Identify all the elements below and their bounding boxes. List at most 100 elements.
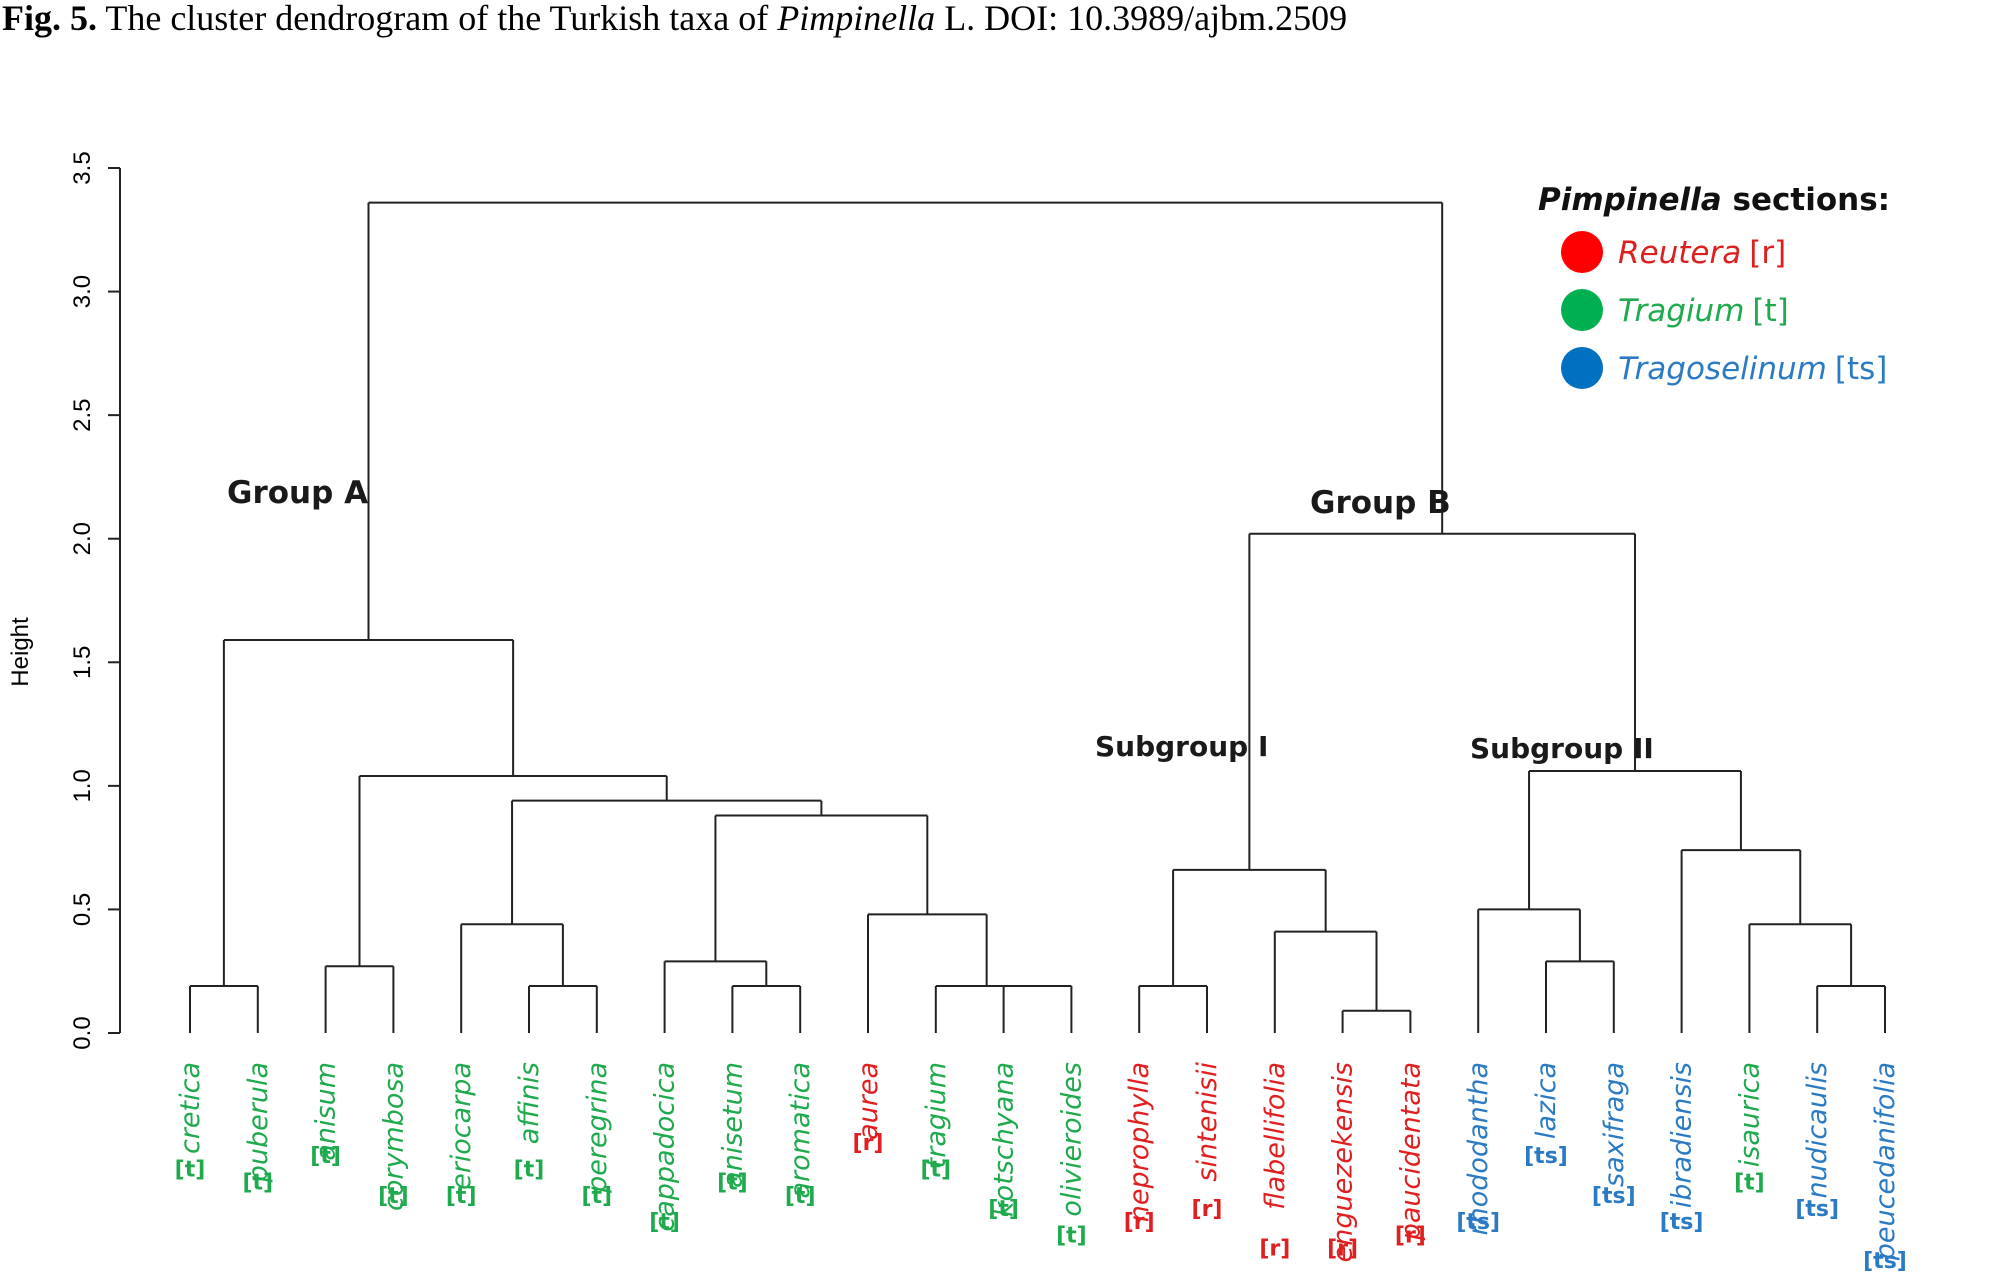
legend-name: Tragoselinum	[1618, 351, 1827, 387]
leaf-code: [t]	[581, 1184, 612, 1209]
leaf-rhododantha: rhododantha[ts]	[1456, 1062, 1500, 1235]
leaf-code: [ts]	[1660, 1210, 1704, 1235]
leaf-code: [r]	[1124, 1210, 1155, 1235]
legend-swatch	[1561, 347, 1603, 389]
height-axis: 0.0 0.5 1.0 1.5 2.0 2.5 3.0 3.5	[69, 151, 121, 1050]
leaf-code: [t]	[378, 1184, 409, 1209]
leaf-name: enguezekensis	[1328, 1062, 1359, 1262]
leaf-aromatica: aromatica[t]	[785, 1062, 816, 1209]
leaf-name: anisum	[311, 1062, 342, 1161]
leaf-code: [r]	[1327, 1237, 1358, 1262]
leaf-code: [ts]	[1795, 1197, 1839, 1222]
axis-tick-label: 0.0	[69, 1016, 96, 1049]
leaf-paucidentata: paucidentata[r]	[1395, 1062, 1426, 1248]
leaf-code: [r]	[1259, 1237, 1290, 1262]
caption-text-after: L. DOI: 10.3989/ajbm.2509	[935, 0, 1347, 38]
leaf-code: [t]	[649, 1210, 680, 1235]
legend-swatch	[1561, 289, 1603, 331]
leaf-name: aromatica	[785, 1062, 816, 1199]
group-b-label: Group B	[1310, 485, 1451, 521]
leaf-name: tragium	[921, 1062, 952, 1168]
leaf-peregrina: peregrina[t]	[581, 1062, 612, 1209]
legend-title: Pimpinella sections:	[1538, 182, 1890, 218]
leaf-olivieroides: olivieroides [t]	[1056, 1062, 1087, 1248]
leaf-name: neprophylla	[1124, 1062, 1155, 1222]
leaf-name: ibradiensis	[1667, 1062, 1698, 1208]
leaf-puberula: puberula[t]	[242, 1062, 273, 1196]
subgroup-2-label: Subgroup II	[1470, 732, 1654, 765]
leaf-name: cappadocica	[650, 1062, 681, 1232]
legend-code: [ts]	[1835, 351, 1888, 387]
leaf-name: corymbosa	[378, 1062, 409, 1211]
leaf-kotschyana: kotschyana[t]	[988, 1062, 1019, 1222]
axis-title: Height	[7, 617, 34, 687]
leaf-code: [t]	[175, 1157, 206, 1182]
legend-name: Tragium	[1618, 293, 1744, 329]
leaf-name: puberula	[243, 1062, 274, 1183]
leaf-name: eriocarpa	[446, 1062, 477, 1190]
leaf-cappadocica: cappadocica[t]	[649, 1062, 680, 1235]
legend-text: Reutera [r]	[1618, 235, 1786, 271]
leaf-code: [t]	[310, 1144, 341, 1169]
leaf-enguezekensis: enguezekensis[r]	[1327, 1062, 1358, 1262]
legend-code: [t]	[1752, 293, 1788, 329]
leaf-sintenisii: sintenisii [r]	[1192, 1062, 1223, 1222]
axis-tick-label: 1.0	[69, 769, 96, 802]
leaf-code: [t]	[1056, 1223, 1087, 1248]
leaf-eriocarpa: eriocarpa[t]	[446, 1062, 477, 1209]
leaf-code: [t]	[446, 1184, 477, 1209]
leaf-code: [t]	[1734, 1171, 1765, 1196]
leaf-affinis: affinis [t]	[514, 1062, 545, 1182]
legend-item-tragium: Tragium [t]	[1561, 289, 1789, 331]
leaf-nudicaulis: nudicaulis[ts]	[1795, 1062, 1839, 1222]
leaf-name: rhododantha	[1463, 1062, 1494, 1235]
legend-name: Reutera	[1618, 235, 1741, 271]
axis-tick-label: 1.5	[69, 646, 96, 679]
leaf-name: nudicaulis	[1802, 1062, 1833, 1198]
leaf-code: [ts]	[1592, 1184, 1636, 1209]
leaf-name: flabellifolia	[1260, 1062, 1291, 1210]
leaf-corymbosa: corymbosa[t]	[378, 1062, 409, 1211]
leaf-code: [t]	[514, 1157, 545, 1182]
leaf-name: aurea	[853, 1062, 884, 1140]
leaf-name: cretica	[175, 1062, 206, 1154]
leaf-code: [t]	[920, 1157, 951, 1182]
leaf-name: peucedanifolia	[1870, 1062, 1901, 1261]
leaf-anisetum: anisetum[t]	[717, 1062, 748, 1196]
leaf-name: sintenisii	[1192, 1062, 1223, 1182]
leaf-labels: cretica[t] puberula[t]anisum[t] corymbosa[…	[175, 1062, 1907, 1274]
figure-caption: Fig. 5. The cluster dendrogram of the Tu…	[2, 0, 1347, 38]
axis-tick-label: 0.5	[69, 893, 96, 926]
leaf-code: [r]	[853, 1131, 884, 1156]
legend: Pimpinella sections: Reutera [r]Tragium [t…	[1538, 182, 1890, 389]
axis-tick-label: 2.5	[69, 398, 96, 431]
legend-items: Reutera [r]Tragium [t]Tragoselinum [ts]	[1561, 231, 1887, 389]
leaf-aurea: aurea[r]	[853, 1062, 884, 1156]
leaf-name: anisetum	[717, 1062, 748, 1188]
legend-swatch	[1561, 231, 1603, 273]
leaf-code: [t]	[988, 1197, 1019, 1222]
legend-code: [r]	[1749, 235, 1786, 271]
leaf-isaurica: isaurica [t]	[1734, 1062, 1765, 1196]
leaf-peucedanifolia: peucedanifolia[ts]	[1863, 1062, 1907, 1274]
leaf-cretica: cretica [t]	[175, 1062, 206, 1182]
leaf-name: peregrina	[582, 1062, 613, 1194]
caption-label: Fig. 5.	[2, 0, 97, 38]
subgroup-1-label: Subgroup I	[1095, 730, 1268, 763]
leaf-name: saxifraga	[1599, 1062, 1630, 1187]
leaf-name: paucidentata	[1395, 1062, 1426, 1241]
leaf-name: kotschyana	[989, 1062, 1020, 1217]
leaf-code: [t]	[242, 1171, 273, 1196]
leaf-code: [r]	[1395, 1223, 1426, 1248]
legend-item-reutera: Reutera [r]	[1561, 231, 1786, 273]
legend-title-rest: sections:	[1722, 182, 1890, 218]
group-a-label: Group A	[227, 475, 368, 511]
leaf-tragium: tragium[t]	[920, 1062, 951, 1182]
leaf-code: [ts]	[1863, 1249, 1907, 1274]
caption-genus: Pimpinella	[776, 0, 935, 38]
leaf-name: olivieroides	[1056, 1062, 1087, 1217]
caption-text-before: The cluster dendrogram of the Turkish ta…	[97, 0, 777, 38]
leaf-code: [ts]	[1456, 1210, 1500, 1235]
leaf-saxifraga: saxifraga[ts]	[1592, 1062, 1636, 1209]
